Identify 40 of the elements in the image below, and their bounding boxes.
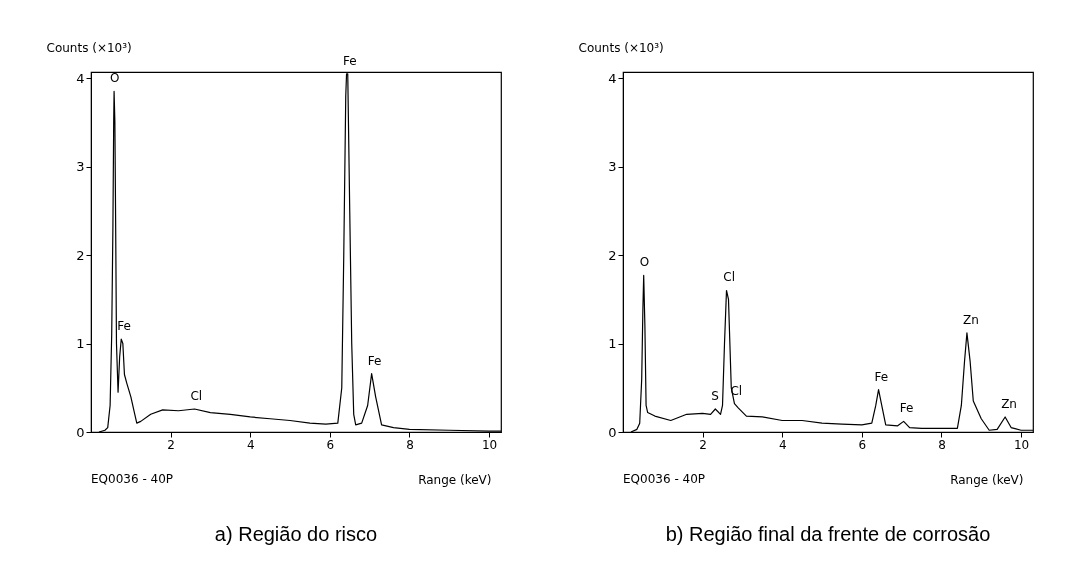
x-tick-label: 8 xyxy=(938,437,946,452)
y-tick-label: 1 xyxy=(608,336,617,352)
annotation: Fe xyxy=(117,319,131,334)
annotation: Fe xyxy=(874,369,889,384)
x-tick-label: 6 xyxy=(326,437,335,452)
y-tick-label: 0 xyxy=(76,424,85,440)
annotation: Zn xyxy=(1001,396,1017,411)
x-tick-label: 10 xyxy=(481,437,498,452)
y-tick-label: 4 xyxy=(76,70,85,86)
y-axis-title: Counts (×10³) xyxy=(46,40,132,55)
x-tick-label: 2 xyxy=(699,437,707,452)
annotation: Zn xyxy=(962,312,979,327)
x-tick-label: 8 xyxy=(406,437,414,452)
annotation: Cl xyxy=(723,270,736,285)
y-tick-label: 3 xyxy=(608,159,617,175)
y-tick-label: 2 xyxy=(608,247,617,263)
y-tick-label: 3 xyxy=(76,159,85,175)
x-tick-label: 6 xyxy=(858,437,867,452)
annotation: O xyxy=(110,71,120,86)
y-tick-label: 0 xyxy=(608,424,617,440)
annotation: Fe xyxy=(899,401,914,416)
y-axis-title: Counts (×10³) xyxy=(578,40,664,55)
text: b) Região final da frente de corrosão xyxy=(665,523,991,545)
y-tick-label: 1 xyxy=(76,336,85,352)
annotation: Fe xyxy=(342,53,357,68)
x-tick-label: 10 xyxy=(1013,437,1030,452)
annotation: O xyxy=(639,255,650,270)
x-tick-label: 4 xyxy=(246,437,255,452)
x-tick-label: 4 xyxy=(778,437,787,452)
y-tick-label: 4 xyxy=(608,70,617,86)
annotation: Cl xyxy=(190,389,203,403)
text: EQ0036 - 40P xyxy=(623,472,706,486)
text: EQ0036 - 40P xyxy=(91,472,174,486)
x-tick-label: 2 xyxy=(167,437,175,452)
y-tick-label: 2 xyxy=(76,247,85,263)
annotation: S xyxy=(711,389,719,403)
x-axis-title: Range (keV) xyxy=(418,472,492,487)
x-axis-title: Range (keV) xyxy=(950,472,1024,487)
annotation: Fe xyxy=(367,353,382,368)
text: a) Região do risco xyxy=(214,523,378,545)
